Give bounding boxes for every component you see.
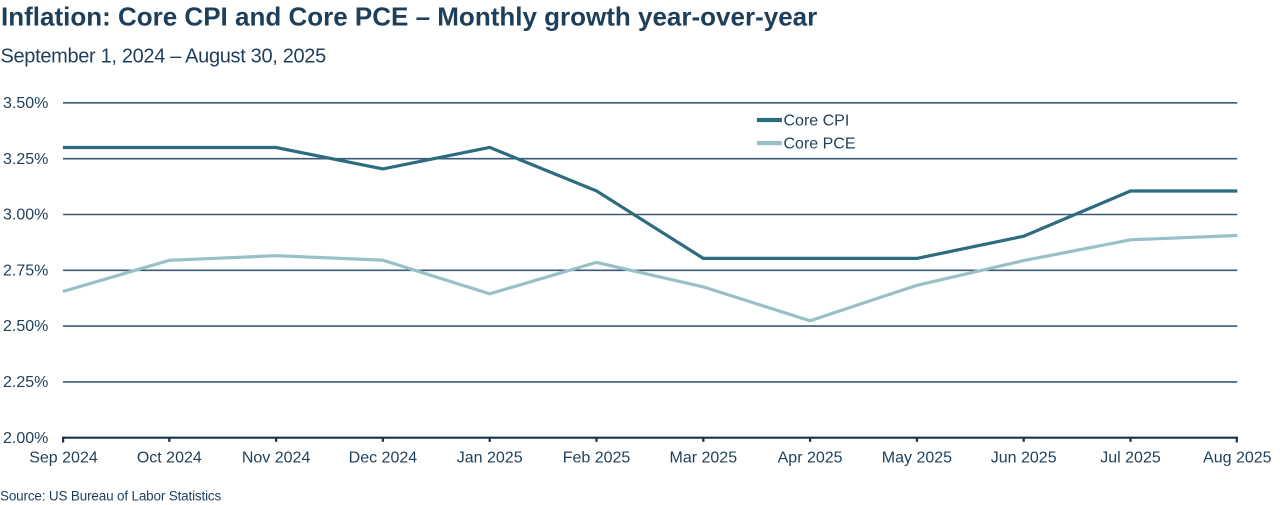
svg-text:Core CPI: Core CPI [784, 112, 850, 129]
svg-text:Core PCE: Core PCE [784, 136, 856, 153]
svg-text:2.75%: 2.75% [3, 262, 48, 279]
svg-text:September 1, 2024 – August 30,: September 1, 2024 – August 30, 2025 [1, 46, 327, 68]
svg-text:3.50%: 3.50% [3, 95, 48, 112]
svg-text:Aug 2025: Aug 2025 [1203, 450, 1272, 467]
svg-text:Jan 2025: Jan 2025 [457, 450, 523, 467]
svg-text:Jul 2025: Jul 2025 [1100, 450, 1161, 467]
svg-text:May 2025: May 2025 [882, 450, 952, 467]
svg-text:Sep 2024: Sep 2024 [29, 450, 98, 467]
svg-text:Oct 2024: Oct 2024 [137, 450, 202, 467]
svg-text:Source: US Bureau of Labor Sta: Source: US Bureau of Labor Statistics [0, 488, 221, 503]
svg-text:2.25%: 2.25% [3, 374, 48, 391]
svg-text:2.50%: 2.50% [3, 318, 48, 335]
svg-text:3.00%: 3.00% [3, 207, 48, 224]
svg-text:Feb 2025: Feb 2025 [563, 450, 631, 467]
svg-text:Jun 2025: Jun 2025 [991, 450, 1057, 467]
svg-text:Nov 2024: Nov 2024 [242, 450, 311, 467]
svg-text:2.00%: 2.00% [3, 430, 48, 447]
svg-text:Inflation: Core CPI and Core P: Inflation: Core CPI and Core PCE – Month… [1, 2, 817, 32]
svg-text:Apr 2025: Apr 2025 [778, 450, 843, 467]
svg-text:Mar 2025: Mar 2025 [670, 450, 738, 467]
svg-text:Dec 2024: Dec 2024 [349, 450, 418, 467]
svg-text:3.25%: 3.25% [3, 151, 48, 168]
